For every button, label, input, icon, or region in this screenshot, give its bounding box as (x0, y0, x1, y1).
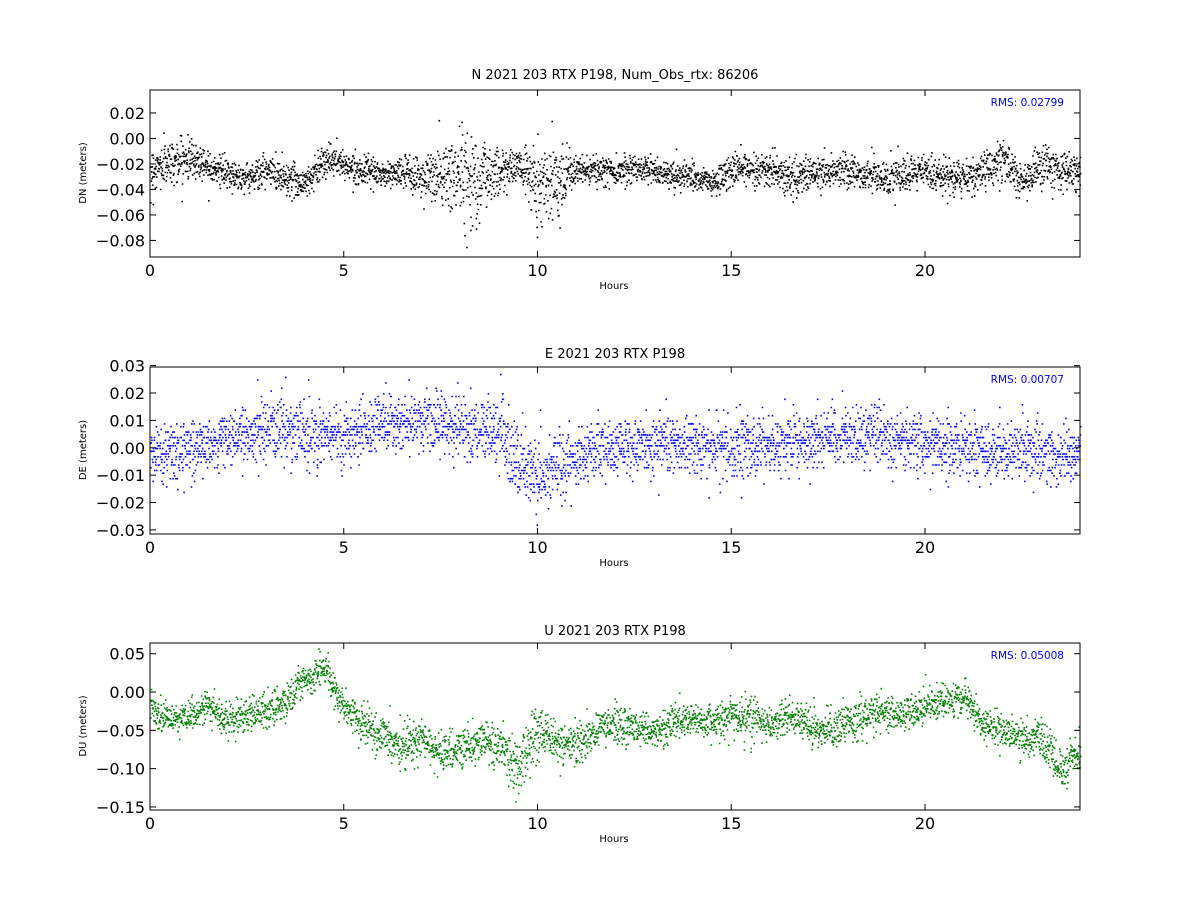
panel-east: E 2021 203 RTX P198 0 5 10 15 20 0.03 0.02 0.01… (78, 347, 1082, 569)
y-tick-label: −0.02 (96, 494, 145, 513)
panel-up-rms-label: RMS: 0.05008 (991, 650, 1064, 662)
panel-north-ticks: 0 5 10 15 20 0.02 0.00 −0.02 −0.04 −0.06 −0.08 (96, 90, 1080, 280)
x-tick-label: 0 (145, 814, 155, 833)
y-tick-label: 0.00 (109, 439, 145, 458)
x-tick-label: 10 (527, 261, 547, 280)
y-tick-label: −0.04 (96, 180, 145, 199)
x-tick-label: 0 (145, 538, 155, 557)
x-tick-label: 20 (915, 538, 935, 557)
data-points-2 (150, 648, 1082, 803)
x-tick-label: 5 (339, 261, 349, 280)
y-tick-label: −0.05 (96, 721, 145, 740)
panel-north: N 2021 203 RTX P198, Num_Obs_rtx: 86206 … (78, 68, 1082, 292)
panel-east-title: E 2021 203 RTX P198 (545, 347, 685, 362)
panel-north-rms-label: RMS: 0.02799 (991, 97, 1064, 109)
x-tick-label: 10 (527, 814, 547, 833)
x-tick-label: 20 (915, 814, 935, 833)
y-tick-label: 0.05 (109, 645, 145, 664)
y-tick-label: 0.03 (109, 357, 145, 376)
y-tick-label: 0.02 (109, 104, 145, 123)
panel-north-frame (149, 89, 1081, 258)
panel-north-y-axis-label: DN (meters) (78, 142, 89, 204)
panel-north-x-axis-label: Hours (599, 281, 628, 292)
panel-up-x-axis-label: Hours (599, 834, 628, 845)
panel-up: U 2021 203 RTX P198 0 5 10 15 20 0.05 0.00 −0.0… (78, 624, 1082, 845)
data-points-0 (150, 119, 1082, 249)
panel-up-plot-area (150, 648, 1082, 803)
panel-east-y-axis-label: DE (meters) (78, 420, 89, 480)
y-tick-label: 0.01 (109, 411, 145, 430)
y-tick-label: −0.10 (96, 760, 145, 779)
y-tick-label: −0.06 (96, 206, 145, 225)
panel-north-plot-area (150, 119, 1082, 249)
y-tick-label: −0.02 (96, 155, 145, 174)
data-points-1 (150, 373, 1082, 526)
panel-up-frame (149, 642, 1081, 811)
y-tick-label: 0.00 (109, 683, 145, 702)
y-tick-label: −0.03 (96, 521, 145, 540)
panel-east-ticks: 0 5 10 15 20 0.03 0.02 0.01 0.00 −0.01 −0.02 −0.03 (96, 357, 1080, 557)
y-tick-label: −0.08 (96, 231, 145, 250)
panel-up-title: U 2021 203 RTX P198 (544, 624, 686, 639)
panel-east-frame (149, 366, 1081, 535)
panel-up-ticks: 0 5 10 15 20 0.05 0.00 −0.05 −0.10 −0.15 (96, 643, 1080, 833)
x-tick-label: 10 (527, 538, 547, 557)
panel-east-plot-area (150, 373, 1082, 526)
y-tick-label: 0.02 (109, 384, 145, 403)
panel-east-x-axis-label: Hours (599, 558, 628, 569)
y-tick-label: −0.01 (96, 466, 145, 485)
y-tick-label: −0.15 (96, 798, 145, 817)
x-tick-label: 5 (339, 538, 349, 557)
panel-up-y-axis-label: DU (meters) (78, 695, 89, 756)
panel-east-rms-label: RMS: 0.00707 (991, 374, 1064, 386)
x-tick-label: 5 (339, 814, 349, 833)
x-tick-label: 15 (721, 261, 741, 280)
x-tick-label: 20 (915, 261, 935, 280)
y-tick-label: 0.00 (109, 129, 145, 148)
x-tick-label: 15 (721, 814, 741, 833)
x-tick-label: 15 (721, 538, 741, 557)
panel-north-title: N 2021 203 RTX P198, Num_Obs_rtx: 86206 (472, 68, 759, 83)
x-tick-label: 0 (145, 261, 155, 280)
